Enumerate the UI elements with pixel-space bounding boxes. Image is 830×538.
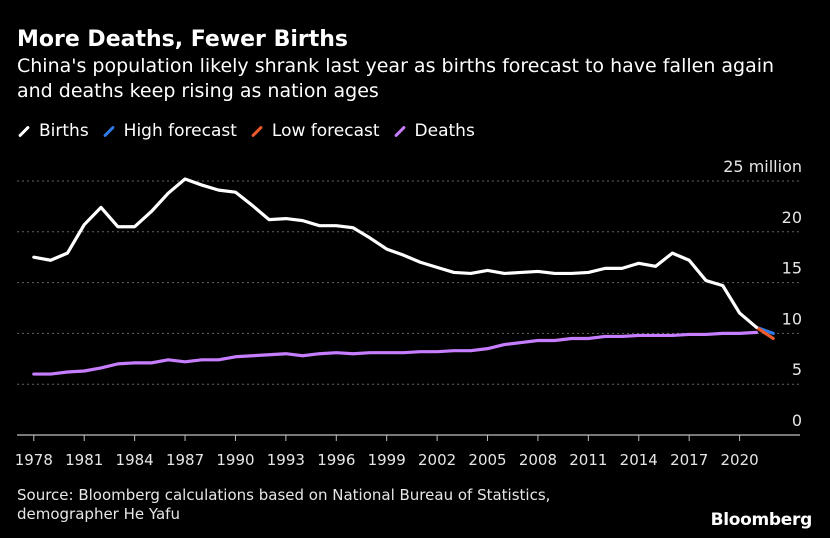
y-tick-label-0: 0 <box>792 411 802 430</box>
legend-label-births: Births <box>39 121 89 141</box>
y-tick-label-20: 20 <box>782 208 802 227</box>
legend-label-high-forecast: High forecast <box>123 121 237 141</box>
x-tick-label-1981: 1981 <box>65 451 103 469</box>
bloomberg-logo: Bloomberg <box>710 510 813 530</box>
x-tick-label-1978: 1978 <box>15 451 53 469</box>
source-line-2: demographer He Yafu <box>17 505 180 523</box>
legend-swatch-low-forecast <box>250 124 263 138</box>
chart-subtitle: China's population likely shrank last ye… <box>17 55 775 102</box>
legend-item-high-forecast: High forecast <box>102 121 237 141</box>
x-tick-label-1999: 1999 <box>368 451 406 469</box>
legend-label-deaths: Deaths <box>414 121 475 141</box>
series-line-births <box>32 177 758 329</box>
source-line-1: Source: Bloomberg calculations based on … <box>17 486 551 504</box>
x-tick-label-1984: 1984 <box>116 451 154 469</box>
x-tick-label-1996: 1996 <box>317 451 355 469</box>
x-tick-label-2008: 2008 <box>519 451 557 469</box>
legend-swatch-deaths <box>393 124 406 138</box>
y-tick-label-25: 25 million <box>723 157 802 176</box>
chart-plot: 0 5 10 15 20 25 million 1978 1981 1984 1987 1990 19… <box>15 157 802 469</box>
x-tick-label-1993: 1993 <box>267 451 305 469</box>
x-tick-label-2017: 2017 <box>670 451 708 469</box>
legend-item-births: Births <box>17 121 89 141</box>
chart-legend: Births High forecast Low forecast Deaths <box>17 121 488 141</box>
x-tick-label-1990: 1990 <box>216 451 254 469</box>
legend-item-low-forecast: Low forecast <box>250 121 380 141</box>
x-tick-label-2002: 2002 <box>418 451 456 469</box>
source-note: Source: Bloomberg calculations based on … <box>17 486 550 524</box>
legend-label-low-forecast: Low forecast <box>271 121 380 141</box>
series-line-low-forecast <box>754 325 775 341</box>
x-tick-label-2020: 2020 <box>720 451 758 469</box>
legend-swatch-high-forecast <box>102 124 115 138</box>
legend-item-deaths: Deaths <box>393 121 475 141</box>
y-tick-label-15: 15 <box>782 259 802 278</box>
x-tick-label-2011: 2011 <box>569 451 607 469</box>
x-tick-label-2014: 2014 <box>620 451 658 469</box>
series-line-deaths <box>32 330 758 376</box>
y-tick-label-5: 5 <box>792 360 802 379</box>
legend-swatch-births <box>17 124 31 138</box>
chart-title: More Deaths, Fewer Births <box>17 27 348 52</box>
x-tick-label-2005: 2005 <box>468 451 506 469</box>
y-tick-label-10: 10 <box>782 309 802 328</box>
x-tick-label-1987: 1987 <box>166 451 204 469</box>
